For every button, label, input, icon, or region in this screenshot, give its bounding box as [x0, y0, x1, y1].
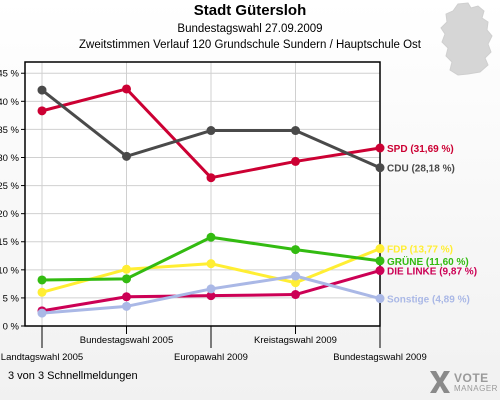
vote-manager-logo: VOTE MANAGER: [428, 369, 498, 395]
y-tick-label: 5 %: [3, 293, 20, 304]
data-point: [37, 287, 47, 297]
x-tick-label: Landtagswahl 2005: [1, 352, 83, 363]
y-tick-label: 10 %: [0, 265, 20, 276]
page-title: Stadt Gütersloh: [193, 2, 307, 19]
data-point: [37, 308, 47, 318]
series-label: GRÜNE (11,60 %): [387, 255, 469, 268]
data-point: [122, 301, 131, 311]
data-point: [122, 264, 131, 274]
y-tick-label: 40 %: [0, 97, 20, 108]
data-point: [291, 126, 300, 136]
data-point: [291, 290, 300, 300]
data-point: [206, 126, 216, 136]
data-point: [375, 143, 385, 153]
series-label: CDU (28,18 %): [387, 164, 455, 175]
logo-word-2: MANAGER: [454, 384, 498, 393]
data-point: [375, 294, 385, 304]
data-point: [206, 284, 216, 294]
series-label: DIE LINKE (9,87 %): [387, 267, 477, 278]
logo-word-1: VOTE: [454, 371, 489, 385]
y-tick-label: 0 %: [3, 322, 20, 333]
data-point: [122, 292, 131, 302]
data-point: [291, 278, 300, 288]
page-subtitle-2: Zweitstimmen Verlauf 120 Grundschule Sun…: [79, 39, 421, 51]
chart-header: Stadt Gütersloh Bundestagswahl 27.09.200…: [0, 0, 500, 52]
y-tick-label: 20 %: [0, 209, 20, 220]
y-tick-label: 45 %: [0, 69, 20, 80]
data-point: [375, 244, 385, 254]
y-tick-label: 15 %: [0, 237, 20, 248]
data-point: [375, 266, 385, 276]
data-point: [375, 256, 385, 266]
data-point: [291, 156, 300, 166]
data-point: [291, 245, 300, 255]
data-point: [291, 271, 300, 281]
data-point: [375, 163, 385, 173]
data-point: [206, 291, 216, 301]
data-point: [122, 274, 131, 284]
y-tick-label: 25 %: [0, 181, 20, 192]
data-point: [122, 151, 131, 161]
x-tick-label: Bundestagswahl 2009: [333, 352, 427, 363]
page-subtitle: Bundestagswahl 27.09.2009: [177, 23, 323, 35]
data-point: [206, 173, 216, 183]
x-tick-label: Europawahl 2009: [174, 352, 248, 363]
data-point: [37, 85, 47, 95]
series-label: FDP (13,77 %): [387, 245, 453, 256]
y-tick-label: 30 %: [0, 153, 20, 164]
data-point: [122, 84, 131, 94]
data-point: [37, 275, 47, 285]
x-cross-icon: [430, 371, 450, 393]
data-point: [206, 232, 216, 242]
data-point: [206, 259, 216, 269]
y-tick-label: 35 %: [0, 125, 20, 136]
series-label: SPD (31,69 %): [387, 144, 454, 155]
footer-note: 3 von 3 Schnellmeldungen: [8, 370, 138, 382]
x-tick-label: Bundestagswahl 2005: [80, 335, 174, 346]
series-label: Sonstige (4,89 %): [387, 295, 470, 306]
germany-map-icon: [440, 2, 493, 76]
x-tick-label: Kreistagswahl 2009: [254, 335, 337, 346]
plot-frame: [24, 61, 381, 327]
data-point: [37, 106, 47, 116]
